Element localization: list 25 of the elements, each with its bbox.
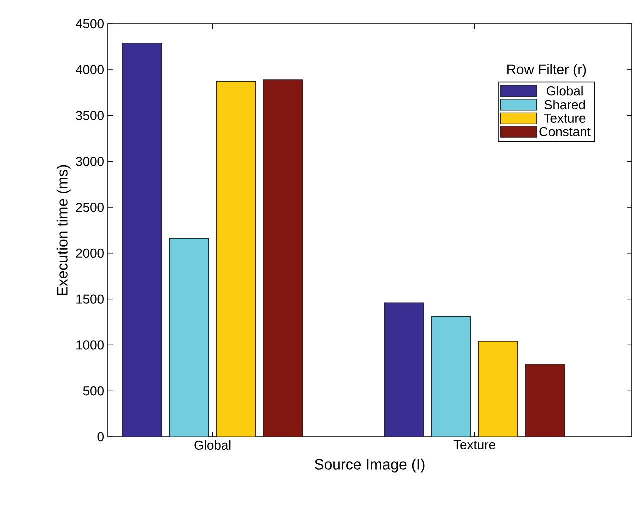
y-tick-label: 4000 (76, 65, 104, 74)
y-tick-label: 1000 (76, 340, 104, 350)
y-tick-label: 500 (83, 386, 104, 396)
y-tick-label: 2500 (76, 202, 104, 212)
bar (384, 302, 424, 437)
bar (526, 364, 566, 437)
bar (432, 316, 472, 437)
legend-label: Texture (544, 114, 586, 123)
y-tick-label: 1500 (76, 294, 104, 304)
legend-label: Constant (540, 127, 591, 136)
y-tick-label: 3000 (76, 157, 104, 166)
y-tick-label: 3500 (76, 111, 104, 120)
bar (122, 42, 162, 437)
bar (264, 80, 304, 437)
legend-label: Global (546, 86, 583, 96)
bar (216, 82, 256, 437)
x-axis-title: Source Image (I) (315, 458, 425, 473)
bar (170, 238, 210, 437)
y-tick-label: 4500 (76, 19, 104, 29)
y-tick-label: 0 (98, 432, 104, 442)
bar (478, 341, 518, 437)
legend-title: Row Filter (r) (508, 64, 586, 78)
y-tick-label: 2000 (76, 248, 104, 258)
y-axis-title: Execution time (ms) (56, 165, 71, 296)
legend-label: Shared (544, 100, 586, 110)
